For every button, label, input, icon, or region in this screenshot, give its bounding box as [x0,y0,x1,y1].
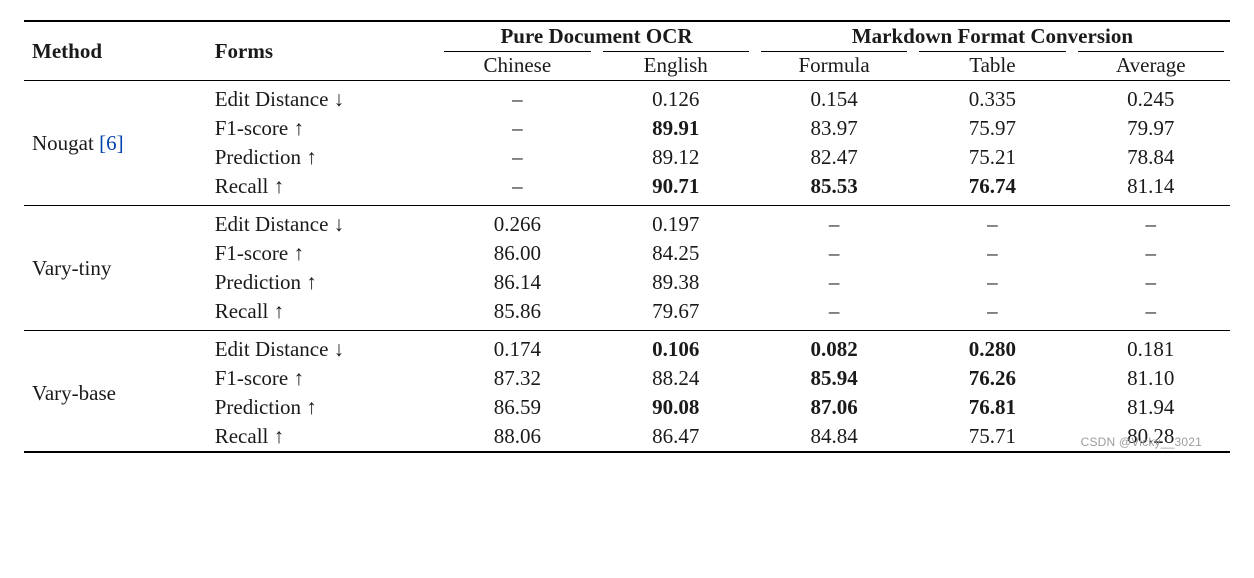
cell: 0.082 [755,335,913,364]
metric-label: F1-score ↑ [207,239,438,268]
cell: – [755,297,913,326]
cell: 85.53 [755,172,913,201]
cell: 75.97 [913,114,1071,143]
metric-label: Prediction ↑ [207,393,438,422]
cell: 0.335 [913,85,1071,114]
col-english: English [597,51,755,81]
cell: 84.25 [597,239,755,268]
cell: 82.47 [755,143,913,172]
cell: 83.97 [755,114,913,143]
col-forms: Forms [207,21,438,81]
col-average: Average [1072,51,1230,81]
cell: 0.174 [438,335,596,364]
col-method: Method [24,21,207,81]
cell: 90.08 [597,393,755,422]
cell: – [913,239,1071,268]
cell: 86.47 [597,422,755,452]
metric-label: Recall ↑ [207,172,438,201]
cell: 86.59 [438,393,596,422]
results-table: Method Forms Pure Document OCR Markdown … [24,20,1230,453]
cell: – [438,143,596,172]
header-row-1: Method Forms Pure Document OCR Markdown … [24,21,1230,51]
cell: 89.38 [597,268,755,297]
cell: 84.84 [755,422,913,452]
cell: 0.106 [597,335,755,364]
cell: – [913,210,1071,239]
metric-label: F1-score ↑ [207,364,438,393]
col-table: Table [913,51,1071,81]
metric-label: Recall ↑ [207,297,438,326]
cell: – [913,268,1071,297]
cell: 76.74 [913,172,1071,201]
cell: – [913,297,1071,326]
cell: – [1072,268,1230,297]
cell: – [755,268,913,297]
cell: 87.06 [755,393,913,422]
watermark-text: CSDN @Vicky__3021 [1081,435,1202,449]
col-formula: Formula [755,51,913,81]
cell: 76.81 [913,393,1071,422]
cell: 79.67 [597,297,755,326]
cell: 78.84 [1072,143,1230,172]
method-vary-base: Vary-base [24,335,207,452]
col-group-markdown: Markdown Format Conversion [755,21,1230,51]
cell: 89.91 [597,114,755,143]
metric-label: Edit Distance ↓ [207,210,438,239]
col-group-ocr: Pure Document OCR [438,21,755,51]
metric-label: Recall ↑ [207,422,438,452]
cell: 86.00 [438,239,596,268]
cell: 88.06 [438,422,596,452]
method-nougat: Nougat [6] [24,85,207,201]
cell: – [755,239,913,268]
cell: 81.94 [1072,393,1230,422]
citation-link[interactable]: [6] [99,131,124,155]
cell: – [755,210,913,239]
cell: 0.181 [1072,335,1230,364]
cell: – [438,114,596,143]
col-chinese: Chinese [438,51,596,81]
cell: 0.266 [438,210,596,239]
metric-label: Edit Distance ↓ [207,85,438,114]
table-row: Nougat [6] Edit Distance ↓ – 0.126 0.154… [24,85,1230,114]
cell: 0.197 [597,210,755,239]
cell: 90.71 [597,172,755,201]
cell: – [1072,210,1230,239]
method-label: Nougat [32,131,99,155]
cell: 86.14 [438,268,596,297]
cell: 81.14 [1072,172,1230,201]
cell: 81.10 [1072,364,1230,393]
cell: 76.26 [913,364,1071,393]
method-vary-tiny: Vary-tiny [24,210,207,326]
cell: 87.32 [438,364,596,393]
metric-label: Prediction ↑ [207,143,438,172]
table-container: Method Forms Pure Document OCR Markdown … [24,20,1230,453]
metric-label: F1-score ↑ [207,114,438,143]
cell: 0.126 [597,85,755,114]
cell: 85.86 [438,297,596,326]
cell: – [1072,239,1230,268]
cell: 75.21 [913,143,1071,172]
table-row: Vary-tiny Edit Distance ↓ 0.266 0.197 – … [24,210,1230,239]
cell: 79.97 [1072,114,1230,143]
cell: 0.245 [1072,85,1230,114]
cell: 75.71 [913,422,1071,452]
cell: – [438,85,596,114]
cell: 0.154 [755,85,913,114]
cell: 88.24 [597,364,755,393]
metric-label: Prediction ↑ [207,268,438,297]
cell: 0.280 [913,335,1071,364]
cell: – [438,172,596,201]
cell: 89.12 [597,143,755,172]
cell: – [1072,297,1230,326]
cell: 85.94 [755,364,913,393]
metric-label: Edit Distance ↓ [207,335,438,364]
table-row: Vary-base Edit Distance ↓ 0.174 0.106 0.… [24,335,1230,364]
